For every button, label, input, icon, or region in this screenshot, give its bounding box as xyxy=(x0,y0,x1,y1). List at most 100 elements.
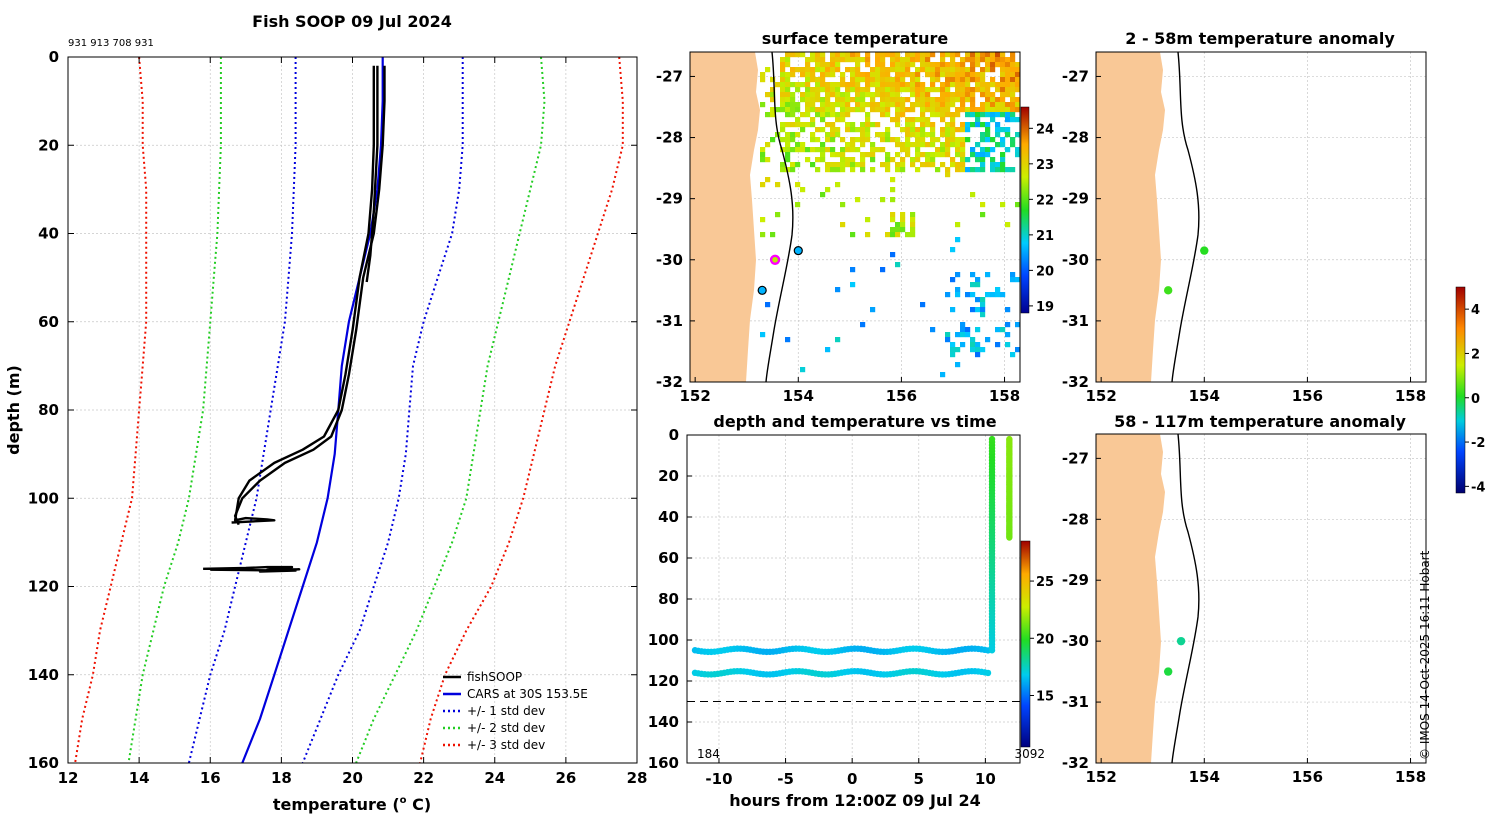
sst-cell xyxy=(890,177,896,183)
sst-cell xyxy=(920,97,926,103)
profile-xtick-label: 28 xyxy=(627,769,648,787)
sst-cell xyxy=(810,122,816,128)
sst-cell xyxy=(845,67,851,73)
sst-cell xyxy=(865,217,871,223)
sst-cell xyxy=(985,97,991,103)
sst-cell xyxy=(845,97,851,103)
sst-cell xyxy=(875,87,881,93)
sst-cell xyxy=(1010,67,1016,73)
sst-cell xyxy=(860,107,866,113)
sst-cell xyxy=(995,87,1001,93)
sst-cell xyxy=(915,152,921,158)
sst-cell xyxy=(895,142,901,148)
sst-cell xyxy=(850,122,856,128)
sst-cell xyxy=(900,142,906,148)
sst-cell xyxy=(815,92,821,98)
sst-cell xyxy=(990,77,996,83)
sst-cell xyxy=(795,162,801,168)
sst-cell xyxy=(940,372,946,378)
sst-cell xyxy=(785,82,791,88)
sst-cell xyxy=(855,77,861,83)
sst-cell xyxy=(985,52,991,58)
sst-cell xyxy=(1000,327,1006,333)
sst-cell xyxy=(915,72,921,78)
sst-cell xyxy=(885,232,891,238)
sst-cell xyxy=(1005,127,1011,133)
sst-cell xyxy=(995,167,1001,173)
sst-cell xyxy=(1000,62,1006,68)
sst-cell xyxy=(855,107,861,113)
sst-cell xyxy=(835,57,841,63)
anomaly-shallow-panel: 2 - 58m temperature anomaly 152 154 156 158… xyxy=(1062,29,1427,405)
sst-cell xyxy=(940,117,946,123)
sst-cell xyxy=(935,77,941,83)
sst-cell xyxy=(900,67,906,73)
sst-cell xyxy=(900,127,906,133)
sst-cell xyxy=(795,52,801,58)
sst-cell xyxy=(945,82,951,88)
sst-cell xyxy=(975,307,981,313)
std-dev-line xyxy=(127,57,222,763)
profile-location-marker xyxy=(757,285,767,295)
sst-cell xyxy=(910,77,916,83)
sst-cell xyxy=(1015,72,1020,78)
sst-cell xyxy=(920,132,926,138)
sst-cell xyxy=(1000,112,1006,118)
sst-cell xyxy=(1005,117,1011,123)
profile-xtick-label: 24 xyxy=(484,769,505,787)
sst-cell xyxy=(890,52,896,58)
sst-cell xyxy=(850,57,856,63)
profile-xtick-label: 20 xyxy=(342,769,363,787)
sst-cell xyxy=(885,127,891,133)
sst-map-panel: surface temperature 152 154 156 158 -27 -28 -2… xyxy=(656,29,1054,405)
sst-cell xyxy=(835,102,841,108)
sst-cell xyxy=(945,137,951,143)
sst-cell xyxy=(815,157,821,163)
sst-cell xyxy=(895,97,901,103)
sst-cell xyxy=(945,112,951,118)
std-dev-line xyxy=(419,57,624,763)
sst-cell xyxy=(790,112,796,118)
sst-cell xyxy=(860,97,866,103)
sst-cell xyxy=(995,142,1001,148)
sst-cell xyxy=(810,92,816,98)
time-grid xyxy=(687,434,1020,764)
time-ytick-label: 160 xyxy=(648,754,679,772)
sst-cell xyxy=(955,62,961,68)
sst-cell xyxy=(835,62,841,68)
sst-cell xyxy=(1015,82,1020,88)
sst-cell xyxy=(870,82,876,88)
sst-cell xyxy=(765,142,771,148)
sst-cell xyxy=(800,147,806,153)
sst-cell xyxy=(950,67,956,73)
sst-cell xyxy=(885,132,891,138)
sst-cell xyxy=(770,97,776,103)
sst-cell xyxy=(920,117,926,123)
sst-cell xyxy=(865,82,871,88)
fishsoop-line xyxy=(203,565,301,573)
sst-cell xyxy=(895,227,901,233)
sst-cell xyxy=(840,157,846,163)
sst-cell xyxy=(895,57,901,63)
sst-cell xyxy=(850,127,856,133)
sst-cell xyxy=(835,112,841,118)
time-ytick-label: 100 xyxy=(648,631,679,649)
sst-cell xyxy=(880,72,886,78)
sst-cell xyxy=(870,167,876,173)
sst-cell xyxy=(1000,127,1006,133)
sst-cell xyxy=(1000,77,1006,83)
sst-cell xyxy=(980,152,986,158)
sst-cell xyxy=(945,172,951,178)
sst-cell xyxy=(880,132,886,138)
time-ytick-label: 20 xyxy=(658,467,679,485)
sst-cell xyxy=(1005,332,1011,338)
sst-cell xyxy=(955,82,961,88)
sst-cell xyxy=(955,127,961,133)
sst-cell xyxy=(985,87,991,93)
sst-cell xyxy=(855,147,861,153)
sst-cell xyxy=(905,117,911,123)
sst-cell xyxy=(1000,87,1006,93)
sst-cell xyxy=(785,107,791,113)
map-ytick-label: -31 xyxy=(1062,312,1089,330)
sst-cell xyxy=(820,127,826,133)
